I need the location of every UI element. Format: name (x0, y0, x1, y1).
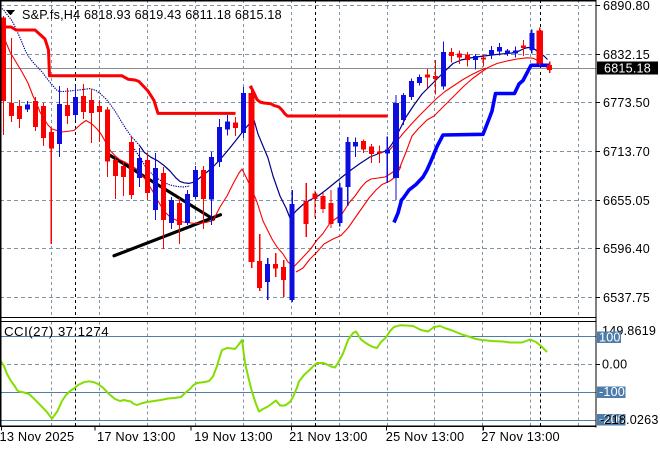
svg-text:6815.18: 6815.18 (604, 61, 651, 75)
svg-text:6713.70: 6713.70 (603, 145, 650, 159)
svg-text:25 Nov 13:00: 25 Nov 13:00 (386, 429, 465, 444)
svg-text:100: 100 (599, 330, 621, 344)
svg-text:6655.05: 6655.05 (603, 194, 650, 208)
svg-text:6890.80: 6890.80 (603, 0, 650, 13)
svg-text:S&P.fs,H4 6818.93 6819.43 681: S&P.fs,H4 6818.93 6819.43 6811.18 6815.1… (22, 8, 282, 22)
svg-text:-100: -100 (599, 385, 625, 399)
svg-text:CCI(27) 37.1274: CCI(27) 37.1274 (4, 324, 109, 339)
svg-text:6832.15: 6832.15 (603, 48, 650, 62)
svg-text:6773.50: 6773.50 (603, 96, 650, 110)
svg-text:-218.0263: -218.0263 (600, 413, 659, 427)
svg-text:0.00: 0.00 (602, 358, 627, 372)
svg-text:21 Nov 13:00: 21 Nov 13:00 (289, 429, 368, 444)
svg-text:13 Nov 2025: 13 Nov 2025 (0, 429, 74, 444)
svg-text:27 Nov 13:00: 27 Nov 13:00 (481, 429, 560, 444)
svg-text:6596.40: 6596.40 (603, 242, 650, 256)
svg-text:17 Nov 13:00: 17 Nov 13:00 (97, 429, 176, 444)
svg-text:6537.75: 6537.75 (603, 291, 650, 305)
svg-text:-200: -200 (599, 413, 625, 427)
svg-text:19 Nov 13:00: 19 Nov 13:00 (194, 429, 273, 444)
